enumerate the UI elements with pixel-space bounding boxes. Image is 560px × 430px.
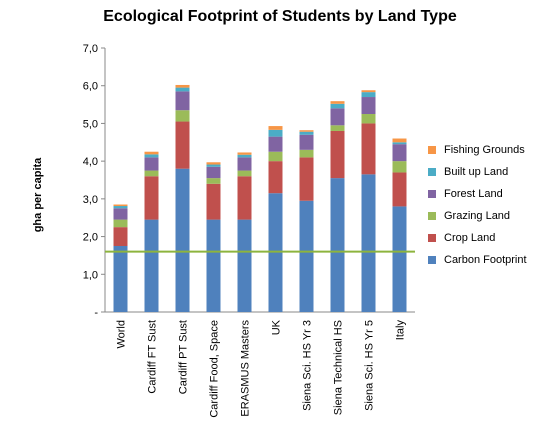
- bar-segment-grazing-land: [206, 178, 221, 184]
- bar-segment-crop-land: [330, 130, 345, 179]
- bar-segment-carbon-footprint: [330, 178, 345, 312]
- legend-swatch: [428, 190, 436, 198]
- bar-segment-fishing-grounds: [361, 90, 376, 93]
- bar-segment-grazing-land: [268, 151, 283, 162]
- bar-segment-fishing-grounds: [144, 151, 159, 155]
- bar-segment-fishing-grounds: [268, 126, 283, 130]
- x-tick-label: Cardiff FT Sust: [147, 320, 159, 394]
- bar-segment-built-up-land: [113, 206, 128, 209]
- bar-segment-carbon-footprint: [299, 200, 314, 312]
- bar-segment-forest-land: [113, 208, 128, 220]
- bar-segment-forest-land: [330, 108, 345, 126]
- bar-segment-forest-land: [361, 97, 376, 114]
- bar-segment-carbon-footprint: [144, 219, 159, 312]
- legend-label: Carbon Footprint: [444, 254, 527, 266]
- bar-segment-forest-land: [268, 136, 283, 152]
- x-tick-label: UK: [271, 319, 283, 335]
- bar-segment-grazing-land: [330, 125, 345, 131]
- y-tick-label: 2,0: [83, 232, 98, 244]
- bar-segment-built-up-land: [144, 154, 159, 158]
- bar-segment-built-up-land: [299, 131, 314, 135]
- legend-label: Built up Land: [444, 166, 509, 178]
- bar-segment-crop-land: [144, 176, 159, 220]
- bar-segment-crop-land: [299, 157, 314, 201]
- bar-segment-fishing-grounds: [392, 138, 407, 143]
- bar-segment-fishing-grounds: [206, 162, 221, 165]
- legend-item: Forest Land: [428, 183, 527, 205]
- bar-segment-crop-land: [175, 121, 190, 169]
- bar-segment-crop-land: [361, 123, 376, 175]
- bar-segment-built-up-land: [175, 87, 190, 92]
- x-tick-label: Siena Sci. HS Yr 3: [302, 320, 314, 411]
- bar-segment-grazing-land: [237, 170, 252, 177]
- bar-segment-carbon-footprint: [206, 219, 221, 312]
- bar-segment-built-up-land: [330, 103, 345, 109]
- bar-segment-fishing-grounds: [299, 130, 314, 132]
- x-tick-label: Siena Technical HS: [333, 320, 345, 415]
- bar-segment-forest-land: [144, 157, 159, 171]
- bar-segment-fishing-grounds: [330, 101, 345, 104]
- bar-segment-crop-land: [268, 161, 283, 194]
- bar-segment-grazing-land: [299, 149, 314, 158]
- bar-segment-grazing-land: [144, 170, 159, 177]
- bar-segment-grazing-land: [175, 110, 190, 122]
- bar-segment-carbon-footprint: [237, 219, 252, 312]
- x-tick-label: Cardiff Food, Space: [209, 320, 221, 418]
- legend-label: Grazing Land: [444, 210, 511, 222]
- bar-segment-built-up-land: [361, 92, 376, 98]
- y-tick-label: 4,0: [83, 156, 98, 168]
- x-tick-label: World: [116, 320, 128, 349]
- bar-segment-grazing-land: [392, 161, 407, 173]
- bar-segment-carbon-footprint: [392, 206, 407, 312]
- legend-swatch: [428, 212, 436, 220]
- bar-segment-crop-land: [206, 183, 221, 220]
- y-tick-label: -: [94, 307, 98, 319]
- x-tick-label: Cardiff PT Sust: [178, 320, 190, 394]
- y-tick-label: 5,0: [83, 118, 98, 130]
- bar-segment-forest-land: [392, 144, 407, 162]
- legend-item: Fishing Grounds: [428, 139, 527, 161]
- bar-segment-forest-land: [206, 166, 221, 179]
- bar-segment-grazing-land: [361, 114, 376, 124]
- y-tick-label: 6,0: [83, 81, 98, 93]
- bar-segment-fishing-grounds: [237, 152, 252, 155]
- y-tick-label: 7,0: [83, 43, 98, 55]
- bar-segment-built-up-land: [237, 154, 252, 158]
- bar-segment-built-up-land: [392, 142, 407, 145]
- bar-segment-forest-land: [175, 91, 190, 111]
- legend-swatch: [428, 234, 436, 242]
- legend-item: Carbon Footprint: [428, 249, 527, 271]
- bar-segment-carbon-footprint: [175, 168, 190, 312]
- x-tick-label: Siena Sci. HS Yr 5: [364, 320, 376, 411]
- bar-segment-fishing-grounds: [113, 204, 128, 207]
- bar-segment-crop-land: [237, 176, 252, 220]
- bar-segment-forest-land: [299, 134, 314, 150]
- bar-segment-built-up-land: [206, 164, 221, 167]
- bar-segment-forest-land: [237, 157, 252, 171]
- legend-item: Grazing Land: [428, 205, 527, 227]
- legend-swatch: [428, 256, 436, 264]
- bar-segment-carbon-footprint: [113, 246, 128, 312]
- x-tick-label: ERASMUS Masters: [240, 320, 252, 417]
- legend-item: Built up Land: [428, 161, 527, 183]
- bar-segment-crop-land: [392, 172, 407, 207]
- legend-label: Crop Land: [444, 232, 496, 244]
- legend-swatch: [428, 168, 436, 176]
- chart-title: Ecological Footprint of Students by Land…: [103, 8, 457, 25]
- bar-segment-crop-land: [113, 227, 128, 246]
- bar-segment-grazing-land: [113, 219, 128, 228]
- legend: Fishing Grounds Built up Land Forest Land G…: [428, 139, 527, 271]
- legend-item: Crop Land: [428, 227, 527, 249]
- y-tick-label: 1,0: [83, 269, 98, 281]
- bar-segment-built-up-land: [268, 129, 283, 137]
- y-tick-label: 3,0: [83, 194, 98, 206]
- legend-label: Fishing Grounds: [444, 144, 525, 156]
- bar-segment-fishing-grounds: [175, 84, 190, 88]
- legend-label: Forest Land: [444, 188, 503, 200]
- bar-segment-carbon-footprint: [361, 174, 376, 312]
- x-tick-label: Italy: [395, 320, 407, 341]
- legend-swatch: [428, 146, 436, 154]
